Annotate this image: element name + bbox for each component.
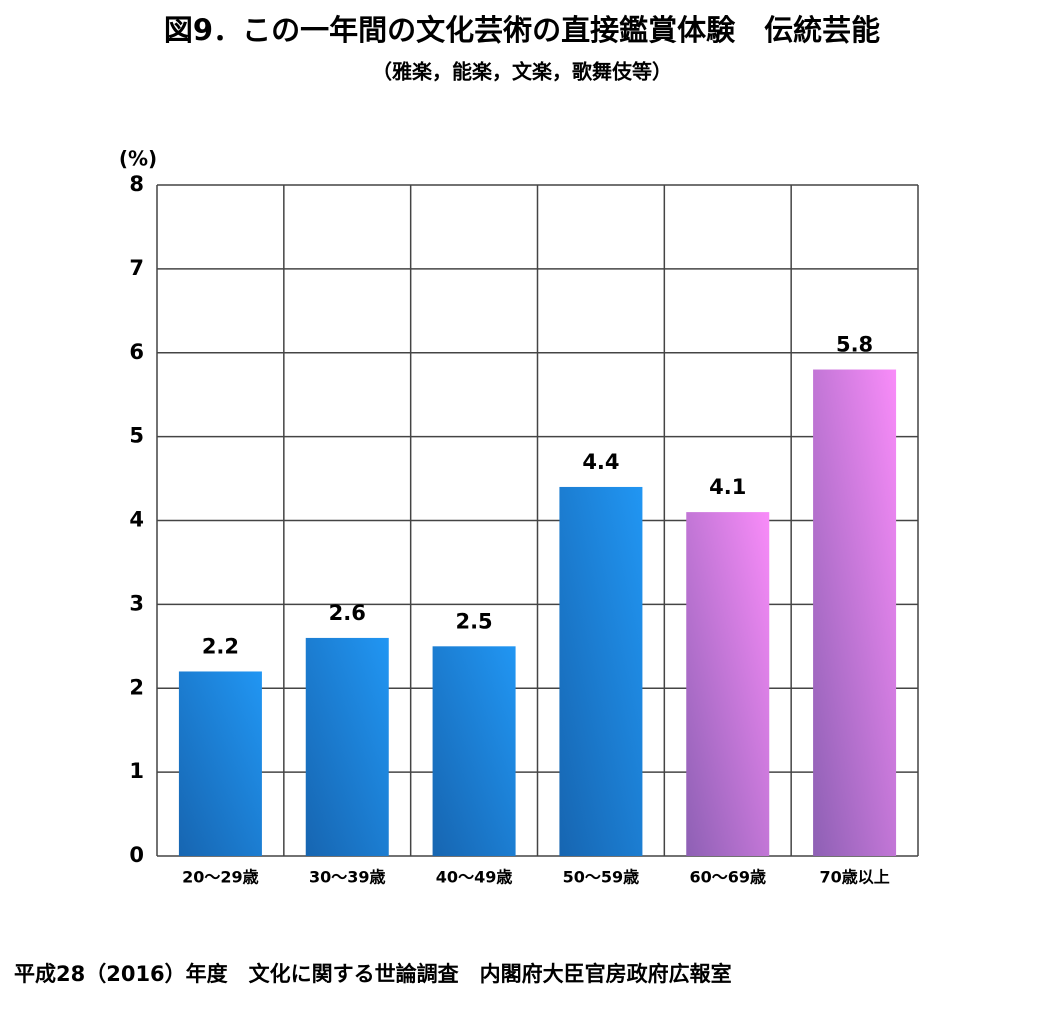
bar bbox=[686, 512, 770, 856]
y-tick-label: 6 bbox=[129, 340, 144, 364]
bar bbox=[813, 369, 897, 856]
x-tick-label: 40～49歳 bbox=[436, 868, 513, 887]
x-tick-label: 60～69歳 bbox=[689, 868, 766, 887]
y-tick-label: 1 bbox=[129, 759, 144, 783]
data-label: 5.8 bbox=[836, 333, 873, 357]
bar bbox=[178, 671, 262, 856]
source-note: 平成28（2016）年度 文化に関する世論調査 内閣府大臣官房政府広報室 bbox=[14, 962, 732, 986]
y-tick-label: 8 bbox=[129, 172, 144, 196]
y-tick-label: 7 bbox=[129, 256, 144, 280]
data-label: 4.1 bbox=[709, 475, 746, 499]
data-label: 2.5 bbox=[455, 609, 492, 633]
chart-subtitle: （雅楽，能楽，文楽，歌舞伎等） bbox=[372, 60, 672, 84]
data-label: 2.2 bbox=[202, 634, 239, 658]
y-tick-label: 3 bbox=[129, 591, 144, 615]
bar bbox=[305, 637, 389, 856]
y-tick-label: 5 bbox=[129, 424, 144, 448]
y-tick-label: 2 bbox=[129, 675, 144, 699]
data-label: 4.4 bbox=[582, 450, 619, 474]
x-tick-label: 70歳以上 bbox=[819, 868, 889, 887]
x-tick-label: 20～29歳 bbox=[182, 868, 259, 887]
bar bbox=[432, 646, 516, 856]
x-tick-label: 50～59歳 bbox=[563, 868, 640, 887]
y-axis-label: (%) bbox=[119, 147, 157, 171]
x-tick-label: 30～39歳 bbox=[309, 868, 386, 887]
y-tick-label: 4 bbox=[129, 508, 144, 532]
y-tick-label: 0 bbox=[129, 843, 144, 867]
chart-title: 図9．この一年間の文化芸術の直接鑑賞体験 伝統芸能 bbox=[164, 13, 880, 47]
data-label: 2.6 bbox=[329, 601, 366, 625]
bar bbox=[559, 486, 643, 856]
